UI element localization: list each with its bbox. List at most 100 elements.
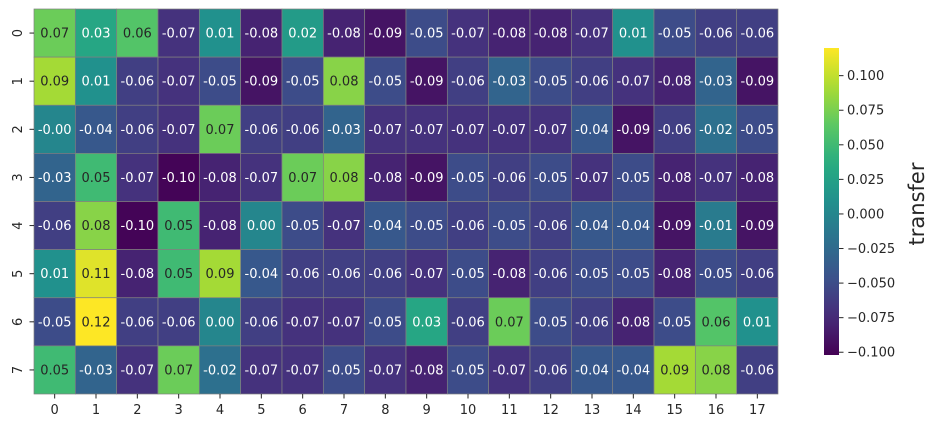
cell-label-r1-c8: -0.05 [369, 75, 403, 90]
heatmap-cell-r4-c16 [694, 201, 738, 250]
cell-label-r4-c5: 0.00 [247, 219, 276, 234]
cell-label-r4-c4: -0.08 [203, 219, 237, 234]
heatmap-cell-r6-c15 [653, 297, 696, 347]
heatmap-cell-r2-c13 [570, 104, 614, 154]
heatmap-cell-r5-c5 [240, 249, 283, 299]
heatmap-cell-r1-c3 [157, 56, 200, 106]
heatmap-cell-r4-c2 [116, 201, 159, 250]
heatmap-cell-r4-c9 [405, 201, 448, 250]
cell-label-r2-c8: -0.07 [369, 123, 403, 138]
cell-label-r1-c13: -0.06 [575, 75, 609, 90]
colorbar-tick-label-4: 0.000 [847, 207, 884, 222]
heatmap-cell-r5-c4 [198, 249, 242, 299]
cell-label-r0-c14: 0.01 [619, 27, 648, 42]
cell-label-r2-c1: -0.04 [79, 123, 113, 138]
x-tick-label-13: 13 [584, 403, 601, 418]
heatmap-cell-r0-c1 [74, 8, 118, 58]
cell-label-r2-c0: -0.00 [38, 123, 72, 138]
cell-label-r5-c16: -0.05 [699, 267, 733, 282]
cell-label-r6-c6: -0.07 [286, 315, 320, 330]
cell-label-r2-c16: -0.02 [699, 123, 733, 138]
x-tick-label-6: 6 [299, 403, 307, 418]
heatmap-cell-r4-c17 [736, 201, 779, 250]
cell-label-r0-c9: -0.05 [410, 27, 444, 42]
cell-label-r7-c6: -0.07 [286, 363, 320, 378]
cell-label-r2-c4: 0.07 [206, 123, 235, 138]
x-tick-label-2: 2 [133, 403, 141, 418]
cell-label-r5-c7: -0.06 [327, 267, 361, 282]
cell-label-r3-c11: -0.06 [493, 171, 527, 186]
heatmap-cell-r7-c5 [240, 345, 283, 395]
cell-label-r0-c12: -0.08 [534, 27, 568, 42]
cell-label-r0-c5: -0.08 [245, 27, 279, 42]
cell-label-r2-c14: -0.09 [617, 123, 651, 138]
heatmap-cell-r0-c15 [653, 8, 696, 58]
cell-label-r1-c10: -0.06 [451, 75, 485, 90]
cell-label-r0-c15: -0.05 [658, 27, 692, 42]
cell-label-r3-c0: -0.03 [38, 171, 72, 186]
cell-label-r4-c6: -0.05 [286, 219, 320, 234]
colorbar-tick-label-2: 0.050 [847, 138, 884, 153]
x-tick-label-3: 3 [175, 403, 183, 418]
cell-label-r7-c13: -0.04 [575, 363, 609, 378]
cell-label-r0-c16: -0.06 [699, 27, 733, 42]
cell-label-r2-c2: -0.06 [121, 123, 155, 138]
cell-label-r3-c17: -0.08 [741, 171, 775, 186]
heatmap-cell-r0-c9 [405, 8, 448, 58]
heatmap-cell-r6-c1 [74, 297, 118, 347]
colorbar-label: transfer [905, 162, 929, 245]
cell-label-r6-c9: 0.03 [412, 315, 441, 330]
cell-label-r4-c13: -0.04 [575, 219, 609, 234]
cell-label-r4-c10: -0.06 [451, 219, 485, 234]
heatmap-cell-r6-c14 [612, 297, 655, 347]
heatmap-cell-r3-c11 [488, 153, 531, 202]
heatmap-cell-r7-c0 [33, 345, 76, 395]
cell-label-r1-c9: -0.09 [410, 75, 444, 90]
colorbar: 0.100 0.075 0.050 0.025 0.000 −0.025 −0.050 −0.… [824, 48, 929, 361]
cell-label-r1-c4: -0.05 [203, 75, 237, 90]
heatmap-cell-r3-c4 [198, 153, 242, 202]
cell-label-r5-c8: -0.06 [369, 267, 403, 282]
heatmap-cell-r7-c4 [198, 345, 242, 395]
cell-label-r6-c7: -0.07 [327, 315, 361, 330]
cell-label-r0-c10: -0.07 [451, 27, 485, 42]
cell-label-r3-c3: -0.10 [162, 171, 196, 186]
heatmap-cell-r1-c4 [198, 56, 242, 106]
cell-label-r5-c17: -0.06 [741, 267, 775, 282]
cell-label-r2-c9: -0.07 [410, 123, 444, 138]
cell-label-r7-c11: -0.07 [493, 363, 527, 378]
x-tick-label-12: 12 [542, 403, 559, 418]
heatmap-cell-r1-c6 [281, 56, 324, 106]
heatmap-cell-r6-c10 [446, 297, 490, 347]
cell-label-r7-c8: -0.07 [369, 363, 403, 378]
heatmap-cell-r5-c7 [322, 249, 366, 299]
heatmap-cell-r5-c3 [157, 249, 200, 299]
heatmap-cell-r4-c0 [33, 201, 76, 250]
colorbar-tick-label-5: −0.025 [847, 242, 895, 257]
y-tick-label-3: 3 [11, 173, 26, 181]
cell-label-r5-c13: -0.05 [575, 267, 609, 282]
cell-label-r0-c6: 0.02 [288, 27, 317, 42]
cell-label-r2-c5: -0.06 [245, 123, 279, 138]
heatmap-cell-r3-c9 [405, 153, 448, 202]
cell-label-r6-c15: -0.05 [658, 315, 692, 330]
heatmap-cell-r0-c13 [570, 8, 614, 58]
heatmap-cell-r3-c13 [570, 153, 614, 202]
heatmap-cell-r0-c2 [116, 8, 159, 58]
heatmap-cell-r7-c1 [74, 345, 118, 395]
cell-label-r7-c17: -0.06 [741, 363, 775, 378]
heatmap-cell-r5-c9 [405, 249, 448, 299]
heatmap-cell-r2-c12 [529, 104, 572, 154]
heatmap-cell-r4-c4 [198, 201, 242, 250]
cell-label-r4-c3: 0.05 [164, 219, 193, 234]
cell-label-r7-c16: 0.08 [702, 363, 731, 378]
cell-label-r1-c7: 0.08 [330, 75, 359, 90]
cell-label-r7-c15: 0.09 [660, 363, 689, 378]
heatmap-cell-r6-c6 [281, 297, 324, 347]
cell-label-r3-c8: -0.08 [369, 171, 403, 186]
cell-label-r6-c8: -0.05 [369, 315, 403, 330]
colorbar-ticks: 0.100 0.075 0.050 0.025 0.000 −0.025 −0.050 −0.… [839, 69, 895, 361]
x-tick-label-11: 11 [501, 403, 518, 418]
heatmap-cell-r4-c3 [157, 201, 200, 250]
cell-label-r1-c16: -0.03 [699, 75, 733, 90]
